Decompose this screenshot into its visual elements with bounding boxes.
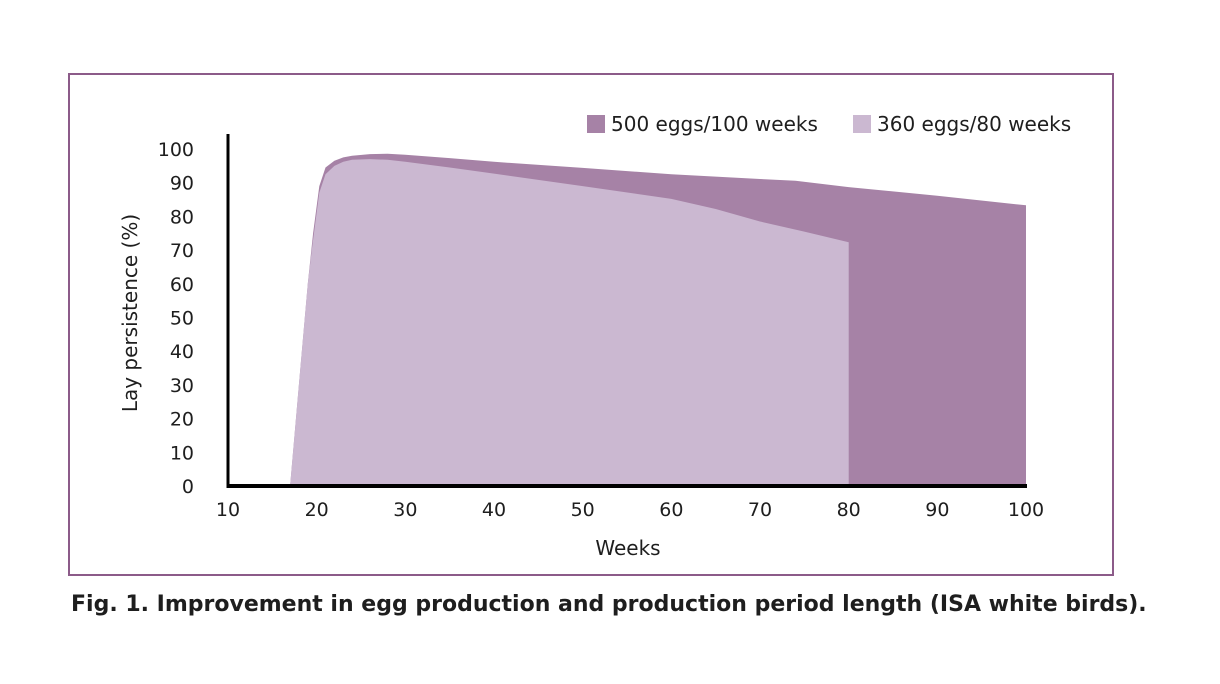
x-tick-label: 60 [659,499,683,521]
legend-swatch-500-eggs [587,115,605,133]
x-tick-labels: 10 20 30 40 50 60 70 80 90 100 [216,499,1044,521]
x-tick-label: 20 [305,499,329,521]
y-tick-label: 100 [158,139,194,161]
x-axis-title: Weeks [595,536,660,560]
y-tick-label: 30 [170,375,194,397]
y-tick-label: 60 [170,274,194,296]
series-areas [290,153,1027,486]
area-series-2 [290,159,849,486]
legend-label-360-eggs: 360 eggs/80 weeks [877,112,1071,136]
y-tick-label: 40 [170,341,194,363]
y-tick-labels: 0 10 20 30 40 50 60 70 80 90 100 [158,139,194,498]
y-tick-label: 0 [182,476,194,498]
legend: 500 eggs/100 weeks 360 eggs/80 weeks [587,112,1071,136]
x-tick-label: 80 [837,499,861,521]
y-tick-label: 10 [170,442,194,464]
legend-label-500-eggs: 500 eggs/100 weeks [611,112,818,136]
x-tick-label: 70 [748,499,772,521]
x-tick-label: 40 [482,499,506,521]
x-tick-label: 50 [571,499,595,521]
y-axis-title: Lay persistence (%) [118,214,142,412]
y-tick-label: 50 [170,308,194,330]
x-tick-label: 100 [1008,499,1044,521]
x-tick-label: 10 [216,499,240,521]
y-tick-label: 20 [170,409,194,431]
y-tick-label: 80 [170,206,194,228]
legend-swatch-360-eggs [853,115,871,133]
axes [226,134,1027,488]
x-tick-label: 30 [393,499,417,521]
x-tick-label: 90 [925,499,949,521]
y-tick-label: 70 [170,240,194,262]
chart-frame [68,73,1114,576]
y-tick-label: 90 [170,173,194,195]
figure-caption: Fig. 1. Improvement in egg production an… [71,592,1147,617]
